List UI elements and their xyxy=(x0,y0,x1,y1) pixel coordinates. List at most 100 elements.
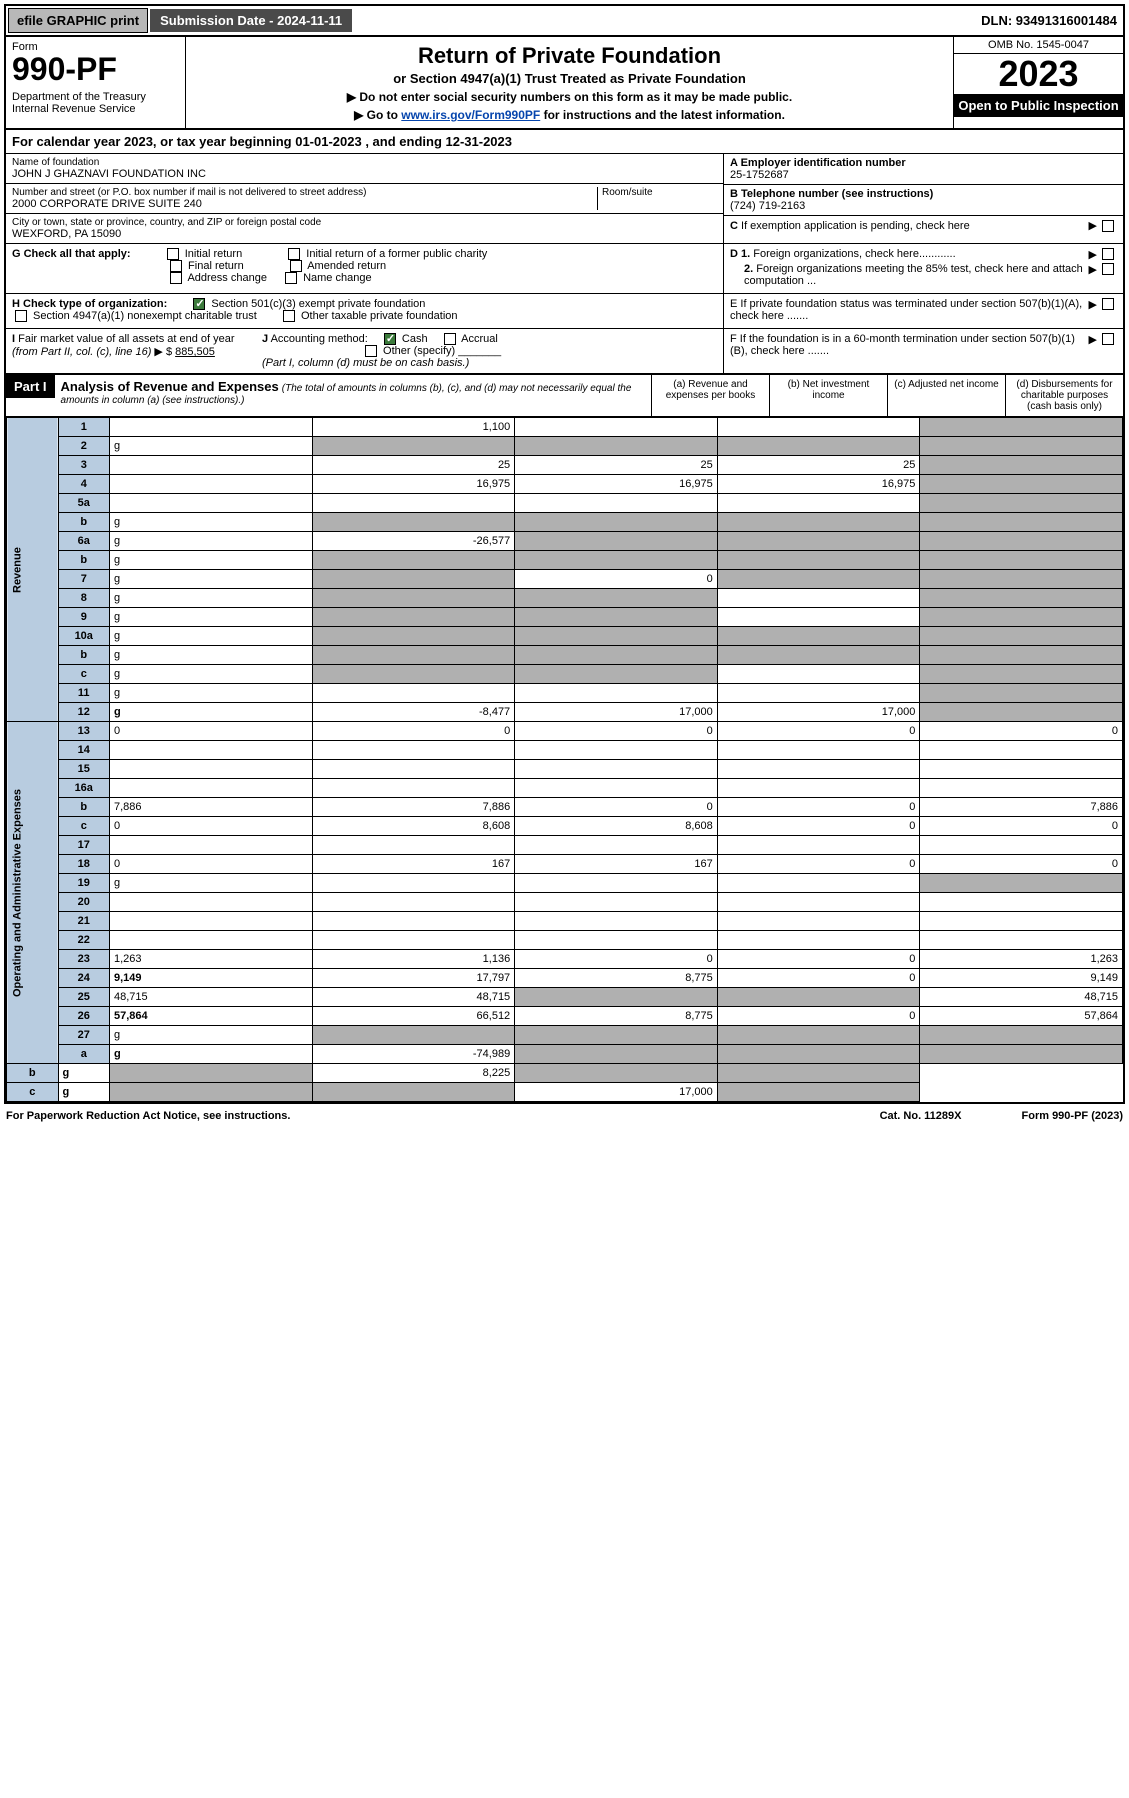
irs-link[interactable]: www.irs.gov/Form990PF xyxy=(401,108,540,122)
line-number: a xyxy=(58,1045,110,1064)
value-cell-b xyxy=(515,836,718,855)
info-right: A Employer identification number 25-1752… xyxy=(723,154,1123,243)
value-cell-d xyxy=(920,437,1123,456)
value-cell-b xyxy=(515,627,718,646)
amended-return-checkbox[interactable] xyxy=(290,260,302,272)
line-description: g xyxy=(110,627,313,646)
part1-header-row: Part I Analysis of Revenue and Expenses … xyxy=(6,375,1123,417)
line-description xyxy=(110,456,313,475)
terminated-checkbox[interactable] xyxy=(1102,298,1114,310)
line-number: 27 xyxy=(58,1026,110,1045)
line-number: 7 xyxy=(58,570,110,589)
section-e: E If private foundation status was termi… xyxy=(723,294,1123,328)
form-header: Form 990-PF Department of the TreasuryIn… xyxy=(6,37,1123,130)
table-row: 19g xyxy=(7,874,1123,893)
value-cell-d xyxy=(920,684,1123,703)
value-cell-a xyxy=(312,912,515,931)
line-description: g xyxy=(110,589,313,608)
final-return-checkbox[interactable] xyxy=(170,260,182,272)
line-description xyxy=(110,912,313,931)
value-cell-d xyxy=(920,703,1123,722)
line-description: g xyxy=(110,646,313,665)
initial-return-checkbox[interactable] xyxy=(167,248,179,260)
table-row: ag-74,989 xyxy=(7,1045,1123,1064)
value-cell-b xyxy=(515,779,718,798)
info-section: Name of foundation JOHN J GHAZNAVI FOUND… xyxy=(6,154,1123,244)
line-description: g xyxy=(110,665,313,684)
value-cell-c xyxy=(717,646,920,665)
line-number: 25 xyxy=(58,988,110,1007)
inspection-notice: Open to Public Inspection xyxy=(954,94,1123,117)
value-cell-a: 1,136 xyxy=(312,950,515,969)
value-cell-c: 0 xyxy=(717,722,920,741)
value-cell-c: 0 xyxy=(717,855,920,874)
line-number: c xyxy=(58,665,110,684)
line-number: b xyxy=(58,646,110,665)
table-row: 12g-8,47717,00017,000 xyxy=(7,703,1123,722)
foreign-85-checkbox[interactable] xyxy=(1102,263,1114,275)
value-cell-d xyxy=(920,475,1123,494)
table-row: 249,14917,7978,77509,149 xyxy=(7,969,1123,988)
line-number: b xyxy=(58,513,110,532)
line-description: 7,886 xyxy=(110,798,313,817)
value-cell-c xyxy=(717,513,920,532)
value-cell-c: 0 xyxy=(717,798,920,817)
value-cell-a xyxy=(312,437,515,456)
value-cell-a xyxy=(312,760,515,779)
exemption-checkbox[interactable] xyxy=(1102,220,1114,232)
name-change-checkbox[interactable] xyxy=(285,272,297,284)
line-description: g xyxy=(110,684,313,703)
value-cell-d xyxy=(920,570,1123,589)
header-center: Return of Private Foundation or Section … xyxy=(186,37,953,128)
value-cell-b xyxy=(515,684,718,703)
value-cell-b xyxy=(515,1045,718,1064)
value-cell-d xyxy=(920,665,1123,684)
value-cell-a: 66,512 xyxy=(312,1007,515,1026)
value-cell-d: 0 xyxy=(920,855,1123,874)
60month-checkbox[interactable] xyxy=(1102,333,1114,345)
value-cell-d xyxy=(920,1045,1123,1064)
line-number: 13 xyxy=(58,722,110,741)
line-number: c xyxy=(58,817,110,836)
header-left: Form 990-PF Department of the TreasuryIn… xyxy=(6,37,186,128)
value-cell-d xyxy=(920,931,1123,950)
line-number: 21 xyxy=(58,912,110,931)
address-row: Number and street (or P.O. box number if… xyxy=(6,184,723,214)
4947-checkbox[interactable] xyxy=(15,310,27,322)
line-description: g xyxy=(58,1064,110,1083)
value-cell-b xyxy=(515,988,718,1007)
table-row: 18016716700 xyxy=(7,855,1123,874)
line-description: g xyxy=(110,1045,313,1064)
line-description: 0 xyxy=(110,817,313,836)
value-cell-c xyxy=(717,1026,920,1045)
value-cell-a xyxy=(312,741,515,760)
other-taxable-checkbox[interactable] xyxy=(283,310,295,322)
table-row: 11g xyxy=(7,684,1123,703)
value-cell-b xyxy=(515,532,718,551)
table-row: 14 xyxy=(7,741,1123,760)
value-cell-c xyxy=(717,893,920,912)
cash-checkbox[interactable] xyxy=(384,333,396,345)
line-number: c xyxy=(7,1083,59,1102)
value-cell-d xyxy=(920,1026,1123,1045)
value-cell-c xyxy=(717,532,920,551)
form-ref: Form 990-PF (2023) xyxy=(1022,1110,1124,1122)
value-cell-c xyxy=(717,684,920,703)
foreign-org-checkbox[interactable] xyxy=(1102,248,1114,260)
value-cell-c xyxy=(717,627,920,646)
line-description xyxy=(110,931,313,950)
value-cell-a: 48,715 xyxy=(312,988,515,1007)
501c3-checkbox[interactable] xyxy=(193,298,205,310)
top-bar: efile GRAPHIC print Submission Date - 20… xyxy=(6,6,1123,37)
efile-print-button[interactable]: efile GRAPHIC print xyxy=(8,8,148,33)
value-cell-a xyxy=(312,893,515,912)
address-change-checkbox[interactable] xyxy=(170,272,182,284)
value-cell-b: 8,608 xyxy=(515,817,718,836)
line-description xyxy=(110,760,313,779)
other-method-checkbox[interactable] xyxy=(365,345,377,357)
table-row: 15 xyxy=(7,760,1123,779)
value-cell-a xyxy=(312,513,515,532)
value-cell-b: 8,775 xyxy=(515,1007,718,1026)
accrual-checkbox[interactable] xyxy=(444,333,456,345)
initial-former-checkbox[interactable] xyxy=(288,248,300,260)
